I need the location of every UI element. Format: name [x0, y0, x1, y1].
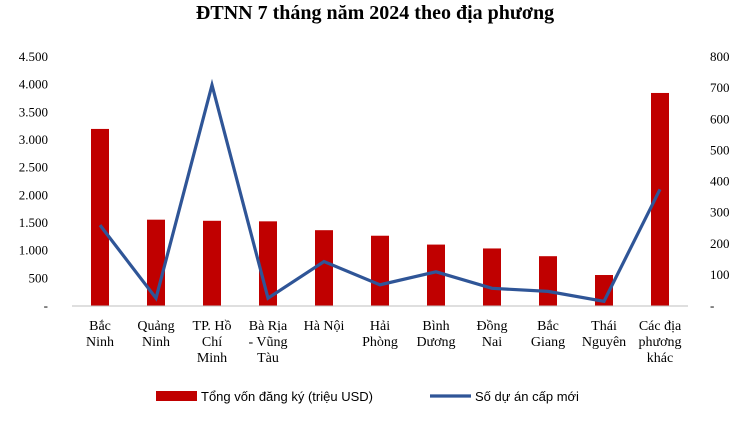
y-left-tick-label: 3.500 [19, 104, 48, 119]
y-right-tick-label: 100 [710, 267, 730, 282]
y-left-tick-label: 2.000 [19, 187, 48, 202]
y-left-tick-label: 1.500 [19, 215, 48, 230]
x-category-label: Hà Nội [304, 319, 345, 334]
y-left-tick-label: 1.000 [19, 243, 48, 258]
y-left-tick-label: 500 [29, 270, 49, 285]
y-left-tick-label: 3.000 [19, 132, 48, 147]
y-right-tick-label: 200 [710, 236, 730, 251]
y-right-tick-label: 400 [710, 174, 730, 189]
y-right-tick-label: 300 [710, 205, 730, 220]
y-left-tick-label: - [44, 298, 48, 313]
y-left-tick-label: 4.000 [19, 77, 48, 92]
bar-9 [539, 256, 557, 306]
bar-6 [371, 235, 389, 306]
bar-5 [315, 230, 333, 306]
bar-10 [595, 275, 613, 306]
bar-11 [651, 92, 669, 306]
bar-3 [203, 220, 221, 306]
y-right-tick-label: - [710, 298, 714, 313]
x-category-label: Đồng Nai [476, 319, 507, 350]
chart-title: ĐTNN 7 tháng năm 2024 theo địa phương [195, 2, 555, 24]
y-left-tick-label: 2.500 [19, 160, 48, 175]
y-right-tick-label: 600 [710, 111, 730, 126]
x-category-label: Các địa phương khác [639, 319, 682, 366]
y-right-tick-label: 500 [710, 142, 730, 157]
x-category-label: Bà Rịa - Vũng Tàu [248, 319, 288, 366]
x-category-label: Bắc Giang [531, 319, 565, 350]
x-category-label: Thái Nguyên [582, 319, 626, 350]
y-right-tick-label: 800 [710, 49, 730, 64]
x-category-label: Bình Dương [416, 319, 455, 350]
legend-swatch-bar [156, 391, 197, 401]
x-category-label: Hải Phòng [362, 319, 398, 350]
bar-8 [483, 248, 501, 306]
legend-label-line: Số dự án cấp mới [475, 389, 579, 404]
legend-label-bar: Tổng vốn đăng ký (triệu USD) [201, 389, 373, 404]
bar-1 [91, 128, 109, 306]
y-right-tick-label: 700 [710, 80, 730, 95]
bar-7 [427, 244, 445, 306]
x-category-label: Bắc Ninh [86, 319, 114, 350]
x-category-label: Quảng Ninh [137, 319, 174, 350]
y-left-tick-label: 4.500 [19, 49, 48, 64]
x-category-label: TP. Hồ Chí Minh [193, 319, 232, 366]
line-series-so-du-an [98, 78, 662, 304]
